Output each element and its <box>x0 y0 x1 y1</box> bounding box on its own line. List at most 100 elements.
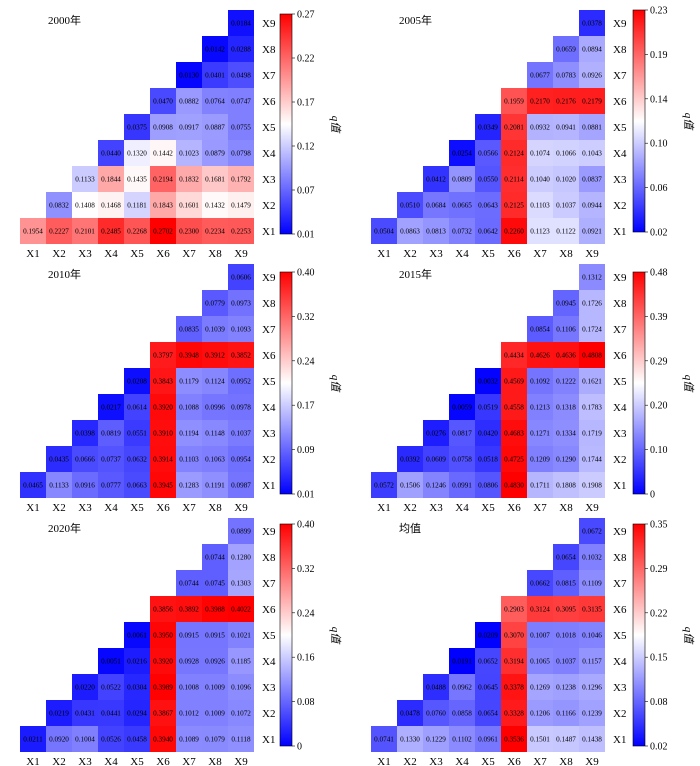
heatmap-cell <box>202 544 228 570</box>
cell-value-label: 0.3914 <box>153 456 173 464</box>
cell-value-label: 0.0941 <box>556 124 576 132</box>
y-tick-label: X1 <box>613 480 626 492</box>
x-tick-label: X2 <box>52 502 65 514</box>
x-tick-label: X7 <box>533 248 547 260</box>
cell-value-label: 0.0926 <box>582 72 602 80</box>
cell-value-label: 0.2300 <box>179 228 199 236</box>
heatmap-cell <box>98 218 124 244</box>
heatmap-cell <box>150 218 176 244</box>
y-tick-label: X8 <box>262 552 276 564</box>
x-tick-label: X6 <box>507 502 521 514</box>
x-tick-label: X2 <box>403 248 416 260</box>
heatmap-cell <box>176 368 202 394</box>
cell-value-label: 0.1283 <box>179 482 199 490</box>
heatmap-cell <box>579 544 605 570</box>
y-tick-label: X9 <box>613 18 627 30</box>
cell-value-label: 0.0954 <box>231 456 251 464</box>
heatmap-cell <box>228 264 254 290</box>
x-tick-label: X3 <box>429 502 443 514</box>
cell-value-label: 0.0944 <box>582 202 602 210</box>
y-tick-label: X5 <box>262 122 276 134</box>
cell-value-label: 0.0654 <box>478 710 498 718</box>
heatmap-cell <box>46 446 72 472</box>
x-tick-label: X6 <box>156 502 170 514</box>
cell-value-label: 0.0882 <box>179 98 199 106</box>
cell-value-label: 0.1296 <box>582 684 602 692</box>
cell-value-label: 0.1468 <box>101 202 121 210</box>
cell-value-label: 0.3378 <box>504 684 524 692</box>
cell-value-label: 0.1089 <box>179 736 199 744</box>
heatmap-cell <box>423 472 449 498</box>
heatmap-cell <box>176 446 202 472</box>
cell-value-label: 0.1074 <box>530 150 550 158</box>
heatmap-cell <box>501 166 527 192</box>
cell-value-label: 0.1103 <box>530 202 550 210</box>
heatmap-cell <box>475 446 501 472</box>
heatmap-cell <box>553 166 579 192</box>
heatmap-cell <box>124 446 150 472</box>
heatmap-cell <box>124 420 150 446</box>
heatmap-cell <box>46 472 72 498</box>
cell-value-label: 0.0518 <box>478 456 498 464</box>
heatmap-cell <box>449 420 475 446</box>
x-tick-label: X9 <box>585 502 599 514</box>
heatmap-cell <box>501 622 527 648</box>
heatmap-cell <box>501 648 527 674</box>
cell-value-label: 0.0837 <box>582 176 602 184</box>
x-tick-label: X2 <box>403 756 416 766</box>
colorbar-tick-label: 0.17 <box>297 98 315 109</box>
cell-value-label: 0.1039 <box>205 326 225 334</box>
heatmap-cell <box>553 596 579 622</box>
cell-value-label: 0.2227 <box>49 228 69 236</box>
heatmap-cell <box>449 726 475 752</box>
heatmap-panel: 0.0741 0.1330 0.1229 0.1102 0.0961 0.3536 0.15… <box>371 518 695 766</box>
heatmap-cell <box>176 342 202 368</box>
heatmap-cell <box>553 36 579 62</box>
colorbar-tick-label: 0.39 <box>650 312 668 323</box>
cell-value-label: 0.1320 <box>127 150 147 158</box>
heatmap-cell <box>553 570 579 596</box>
heatmap-cell <box>98 700 124 726</box>
y-tick-label: X4 <box>613 656 627 668</box>
cell-value-label: 0.1832 <box>179 176 199 184</box>
heatmap-cell <box>228 88 254 114</box>
cell-value-label: 0.3948 <box>179 352 199 360</box>
cell-value-label: 0.1007 <box>530 632 550 640</box>
cell-value-label: 0.0783 <box>556 72 576 80</box>
cell-value-label: 0.3920 <box>153 658 173 666</box>
cell-value-label: 0.0677 <box>530 72 550 80</box>
y-tick-label: X5 <box>262 630 276 642</box>
heatmap-cell <box>202 140 228 166</box>
colorbar-tick-label: 0.35 <box>650 520 668 531</box>
cell-value-label: 0.0915 <box>179 632 199 640</box>
heatmap-cell <box>527 596 553 622</box>
x-tick-label: X3 <box>429 248 443 260</box>
y-tick-label: X2 <box>613 200 626 212</box>
heatmap-cell <box>579 674 605 700</box>
cell-value-label: 0.0440 <box>101 150 121 158</box>
cell-value-label: 0.0806 <box>478 482 498 490</box>
cell-value-label: 0.0684 <box>426 202 446 210</box>
cell-value-label: 0.4808 <box>582 352 602 360</box>
heatmap-cell <box>176 700 202 726</box>
colorbar-label: q值 <box>329 375 342 394</box>
cell-value-label: 0.3988 <box>205 606 225 614</box>
heatmap-cell <box>150 700 176 726</box>
heatmap-cell <box>228 700 254 726</box>
cell-value-label: 0.4830 <box>504 482 524 490</box>
cell-value-label: 0.1032 <box>582 554 602 562</box>
cell-value-label: 0.0663 <box>127 482 147 490</box>
cell-value-label: 0.1442 <box>153 150 173 158</box>
cell-value-label: 0.3950 <box>153 632 173 640</box>
heatmap-cell <box>553 648 579 674</box>
cell-value-label: 0.1065 <box>530 658 550 666</box>
heatmap-cell <box>176 648 202 674</box>
heatmap-cell <box>202 368 228 394</box>
heatmap-cell <box>202 446 228 472</box>
heatmap-cell <box>176 622 202 648</box>
cell-value-label: 0.1783 <box>582 404 602 412</box>
heatmap-cell <box>501 218 527 244</box>
cell-value-label: 0.3070 <box>504 632 524 640</box>
heatmap-cell <box>150 88 176 114</box>
heatmap-cell <box>176 420 202 446</box>
